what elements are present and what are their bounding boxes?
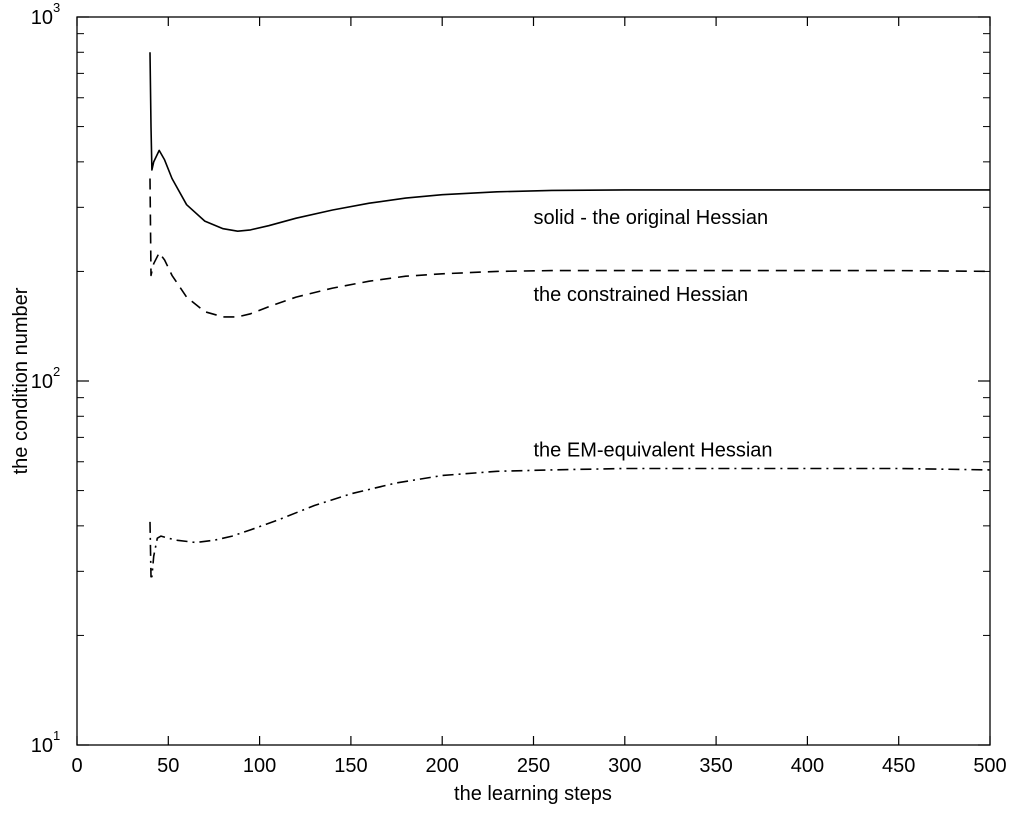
y-tick-label: 10	[31, 7, 53, 29]
y-tick-exponent: 1	[53, 728, 60, 743]
plot-frame	[76, 16, 991, 746]
annotation-label: the EM-equivalent Hessian	[534, 440, 773, 462]
y-tick-label: 10	[31, 371, 53, 393]
y-tick-label: 10	[31, 735, 53, 757]
annotations: solid - the original Hessian the constrai…	[534, 207, 773, 462]
annotation-label: solid - the original Hessian	[534, 207, 769, 229]
x-tick-label: 100	[243, 755, 276, 777]
x-tick-label: 50	[157, 755, 179, 777]
y-tick-base: 10	[31, 735, 53, 757]
y-axis-label: the condition number	[10, 287, 32, 474]
y-tick-exponent: 2	[53, 364, 60, 379]
series-dashed-line	[149, 178, 991, 318]
x-tick-labels: 0 50 100 150 200 250 300 350 400 450 500	[71, 755, 1006, 777]
x-tick-label: 150	[334, 755, 367, 777]
x-tick-label: 250	[517, 755, 550, 777]
x-tick-label: 200	[426, 755, 459, 777]
x-tick-label: 0	[71, 755, 82, 777]
series-solid-line	[149, 52, 990, 232]
y-tick-base: 10	[31, 371, 53, 393]
y-tick-exponent: 3	[53, 0, 60, 15]
series-dash-dot-line	[149, 467, 991, 578]
x-tick-label: 450	[882, 755, 915, 777]
x-tick-label: 500	[973, 755, 1006, 777]
x-axis-label: the learning steps	[454, 783, 612, 805]
x-tick-label: 350	[699, 755, 732, 777]
y-tick-base: 10	[31, 7, 53, 29]
x-tick-label: 400	[791, 755, 824, 777]
x-tick-label: 300	[608, 755, 641, 777]
tick-marks	[76, 16, 991, 746]
series-lines	[149, 52, 991, 578]
annotation-label: the constrained Hessian	[534, 284, 749, 306]
